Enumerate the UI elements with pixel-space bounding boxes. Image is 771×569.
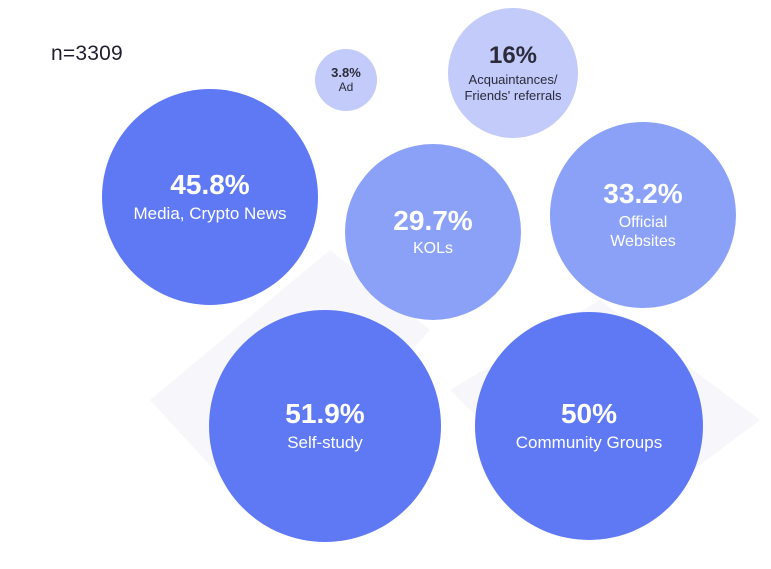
bubble-media-crypto-news: 45.8% Media, Crypto News (102, 89, 318, 305)
bubble-official-websites: 33.2% Official Websites (550, 122, 736, 308)
bubble-category-label: Community Groups (515, 432, 663, 452)
bubble-category-label: Self-study (287, 432, 363, 452)
bubble-value-label: 33.2% (603, 178, 683, 210)
bubble-category-label: Media, Crypto News (133, 203, 287, 223)
bubble-value-label: 50% (560, 398, 618, 430)
bubble-acquaintances-friends-referrals: 16% Acquaintances/Friends' referrals (448, 8, 578, 138)
bubble-community-groups: 50% Community Groups (475, 312, 703, 540)
bubble-category-line: Websites (610, 232, 676, 250)
bubble-self-study: 51.9% Self-study (209, 310, 441, 542)
bubble-category-label: KOLs (412, 240, 453, 258)
bubble-category-label: Ad (338, 79, 354, 94)
bubble-value-label: 3.8% (331, 64, 361, 80)
bubble-value-label: 16% (488, 41, 538, 69)
bubble-category-line: Official (618, 213, 668, 231)
bubble-category-line: Acquaintances/ (468, 72, 558, 87)
sample-size-label: n=3309 (51, 42, 123, 65)
bubble-category-label: Acquaintances/Friends' referrals (464, 72, 561, 103)
bubble-ad: 3.8% Ad (315, 49, 377, 111)
bubble-category-line: Friends' referrals (464, 87, 562, 103)
bubble-kols: 29.7% KOLs (345, 144, 521, 320)
bubble-category-label: Official Websites (610, 213, 676, 251)
bubble-value-label: 29.7% (393, 204, 473, 236)
bubble-value-label: 45.8% (170, 169, 250, 201)
bubble-value-label: 51.9% (285, 398, 365, 430)
